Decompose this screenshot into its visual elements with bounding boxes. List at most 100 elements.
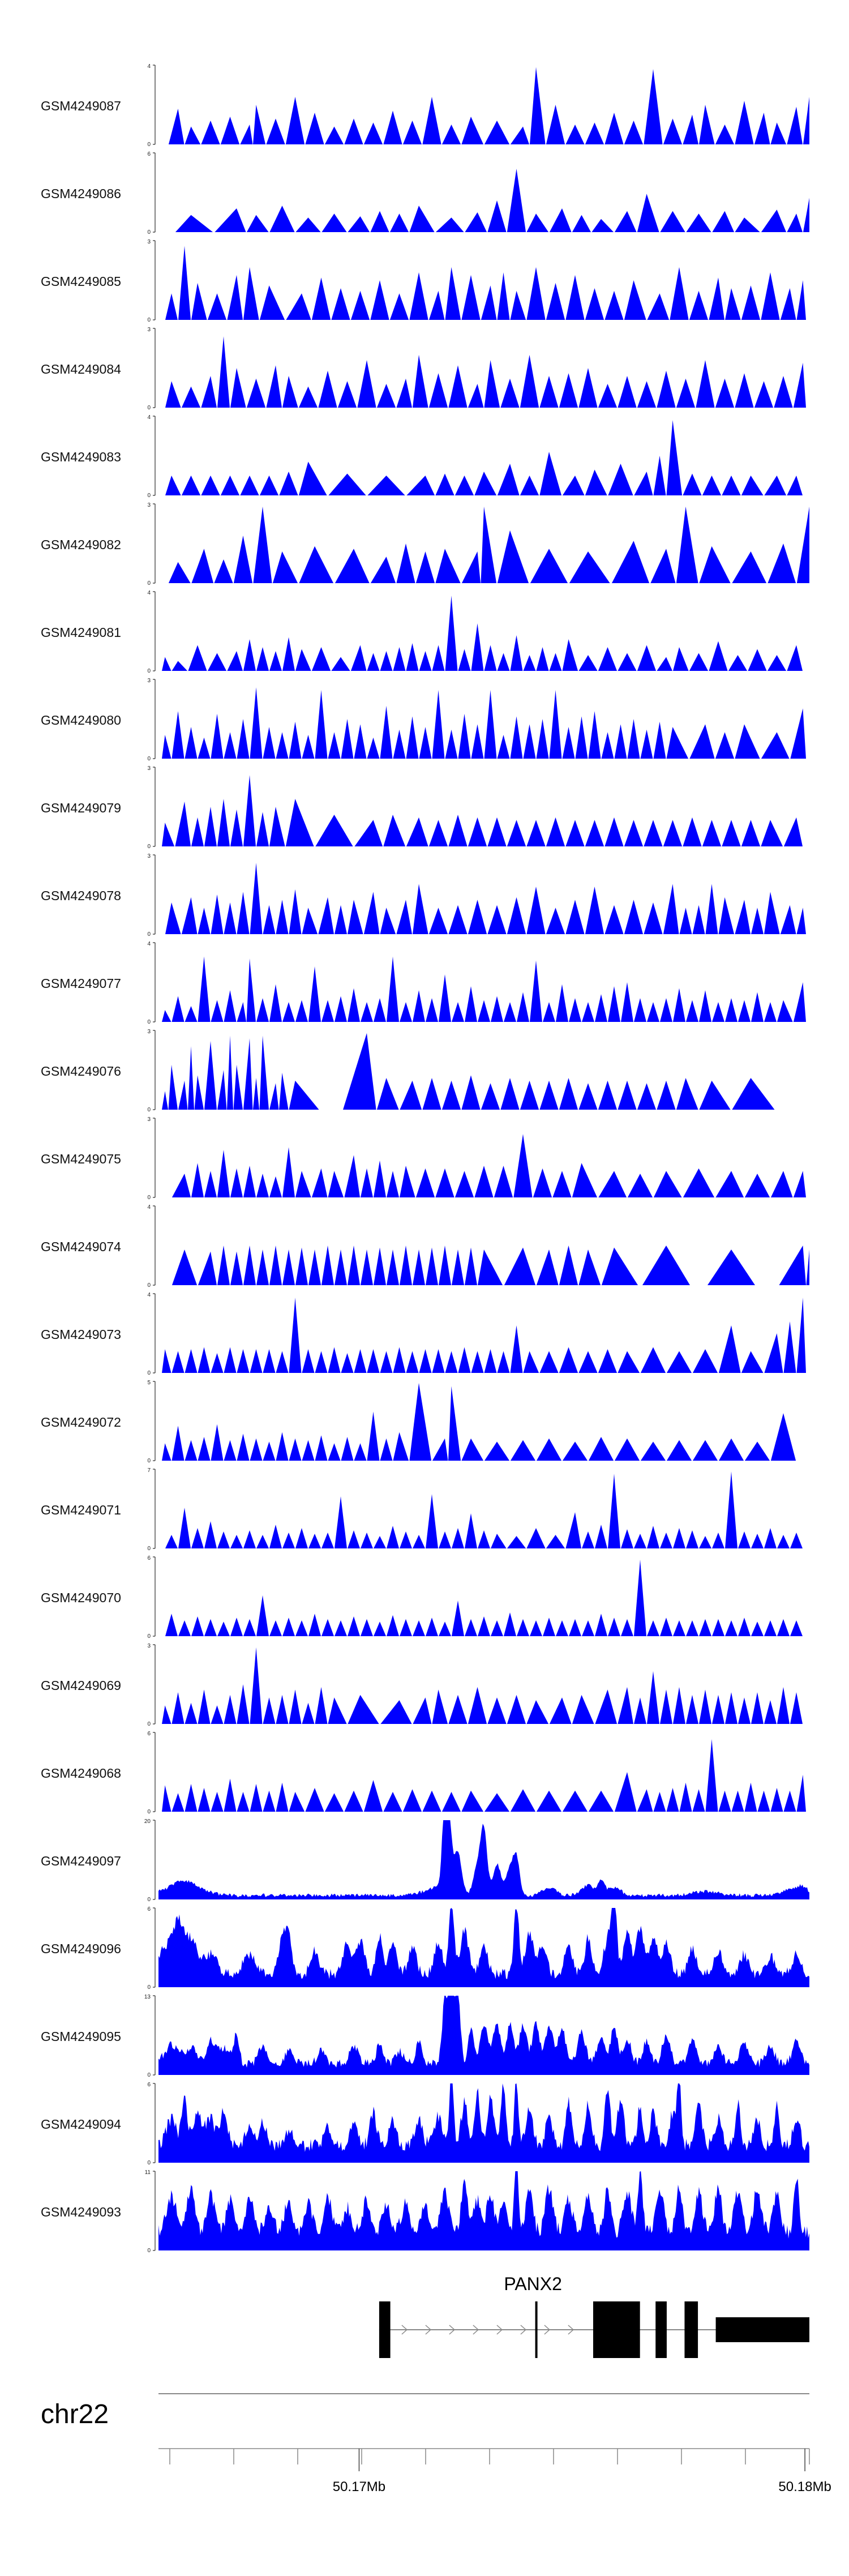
signal-peak (413, 1250, 425, 1285)
track-GSM4249070: GSM4249070 6 0 (41, 1555, 803, 1640)
signal-peak (259, 285, 285, 320)
signal-peak (458, 713, 471, 759)
signal-peak (448, 1386, 461, 1461)
signal-peak (458, 1347, 471, 1373)
signal-peak (779, 1246, 806, 1285)
signal-peak (400, 1246, 412, 1285)
signal-peak (396, 544, 415, 583)
signal-peak (520, 354, 539, 408)
gene-exon (684, 2301, 698, 2358)
signal-peak (198, 956, 211, 1022)
signal-peak (644, 69, 663, 144)
signal-peak (618, 653, 637, 671)
signal-peak (295, 1620, 308, 1636)
signal-peak (250, 687, 263, 759)
signal-peak (598, 384, 618, 408)
signal-peak (370, 557, 396, 583)
signal-peak (419, 651, 432, 671)
signal-peak (725, 1620, 737, 1636)
gene-name-label: PANX2 (504, 2274, 562, 2294)
signal-peak (171, 996, 185, 1022)
signal-peak (400, 1166, 415, 1197)
signal-peak (328, 473, 366, 495)
signal-peak (289, 1689, 302, 1724)
signal-peak (276, 900, 289, 934)
signal-peak (738, 1000, 751, 1022)
signal-peak (374, 1621, 386, 1636)
signal-peak (497, 464, 520, 495)
signal-peak (400, 1002, 412, 1022)
signal-peak (311, 1168, 328, 1197)
signal-peak (198, 1689, 211, 1724)
signal-peak (387, 956, 399, 1022)
signal-peak (735, 217, 760, 232)
signal-peak (487, 200, 507, 232)
signal-peak (546, 817, 565, 846)
signal-peak (523, 1351, 539, 1373)
signal-peak (803, 97, 809, 144)
signal-peak (585, 469, 607, 495)
signal-peak (370, 280, 389, 320)
signal-peak (308, 1250, 321, 1285)
signal-peak (224, 732, 237, 759)
signal-peak (523, 724, 536, 759)
signal-peak (549, 1697, 572, 1724)
track-label: GSM4249076 (41, 1064, 121, 1079)
signal-peak (595, 994, 607, 1022)
signal-peak (227, 1035, 233, 1110)
signal-peak (618, 1687, 633, 1724)
signal-peak (348, 1530, 360, 1548)
signal-peak (344, 118, 363, 144)
signal-peak (539, 1080, 559, 1110)
gene-annotation-track: PANX2 (379, 2274, 809, 2358)
signal-peak (637, 381, 657, 408)
signal-peak (608, 1474, 620, 1548)
signal-peak (370, 211, 389, 232)
signal-peak (259, 1035, 269, 1110)
signal-peak (409, 206, 435, 232)
signal-peak (175, 215, 213, 232)
signal-peak (513, 1134, 533, 1197)
signal-peak (201, 476, 220, 495)
signal-peak (657, 657, 672, 671)
signal-peak (484, 121, 510, 144)
signal-peak (647, 1620, 659, 1636)
signal-peak (735, 373, 754, 408)
signal-peak (539, 1351, 559, 1373)
signal-peak (191, 1616, 204, 1636)
signal-peak (422, 97, 441, 144)
signal-peak (256, 1250, 269, 1285)
signal-peak (380, 705, 393, 759)
signal-peak (335, 1496, 347, 1548)
signal-peak (536, 1250, 559, 1285)
signal-peak (250, 1438, 263, 1461)
signal-peak (402, 121, 422, 144)
signal-peak (253, 1078, 259, 1110)
chromosome-label: chr22 (41, 2399, 109, 2429)
signal-peak (709, 277, 724, 320)
track-label: GSM4249073 (41, 1327, 121, 1342)
signal-peak (445, 1351, 458, 1373)
track-ymax-label: 13 (144, 1994, 151, 2000)
signal-peak (383, 815, 406, 846)
signal-peak (712, 1533, 724, 1548)
signal-peak (162, 657, 171, 671)
signal-peak (510, 716, 523, 759)
signal-peak (653, 456, 666, 495)
signal-peak (380, 1700, 412, 1724)
signal-peak (217, 1531, 230, 1548)
signal-peak (582, 1620, 594, 1636)
signal-peak (562, 1790, 588, 1812)
signal-peak (201, 376, 217, 408)
signal-peak (676, 1078, 698, 1110)
signal-peak (289, 1438, 302, 1461)
signal-peak (361, 1250, 373, 1285)
signal-peak (185, 1440, 198, 1461)
signal-peak (415, 551, 435, 583)
signal-peak (282, 376, 298, 408)
signal-peak (683, 1168, 715, 1197)
signal-peak (331, 657, 350, 671)
signal-peak (178, 1080, 188, 1110)
track-ymin-label: 0 (147, 2072, 151, 2078)
signal-peak (497, 530, 529, 583)
